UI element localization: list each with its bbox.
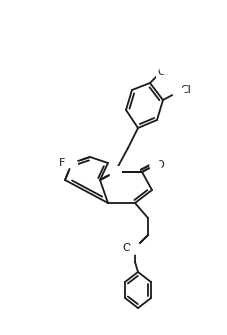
Text: N: N bbox=[110, 167, 119, 177]
Text: Cl: Cl bbox=[180, 85, 191, 95]
Text: N: N bbox=[110, 167, 119, 177]
Text: F: F bbox=[59, 158, 65, 168]
Text: O: O bbox=[155, 160, 164, 170]
Text: Cl: Cl bbox=[157, 67, 168, 77]
Text: O: O bbox=[122, 243, 131, 253]
